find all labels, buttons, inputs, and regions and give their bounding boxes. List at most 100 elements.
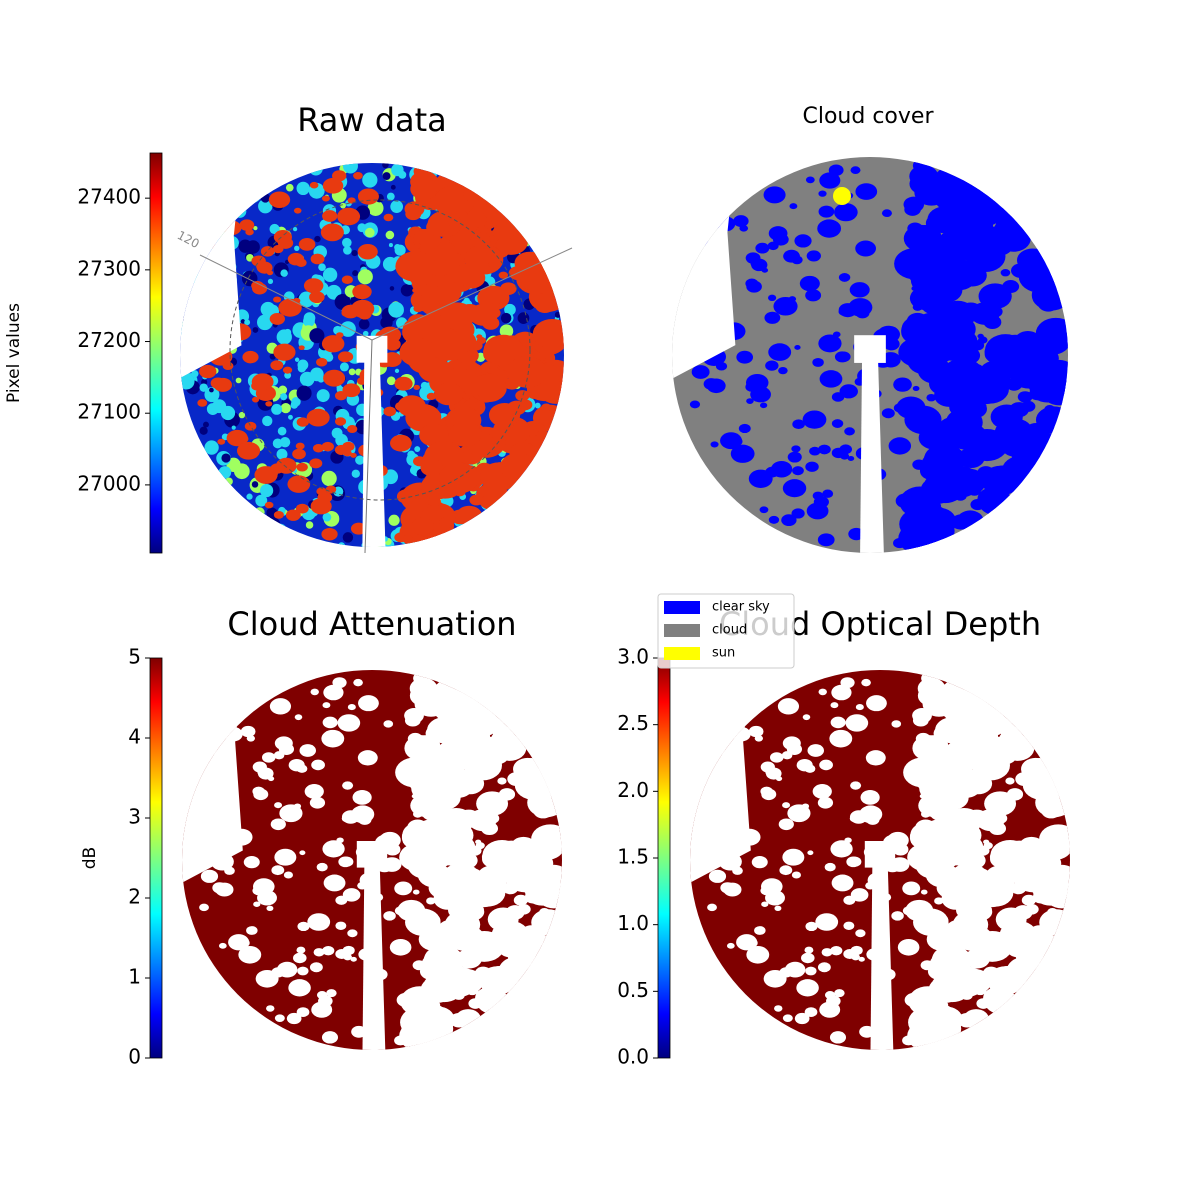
sky-texture: [782, 802, 791, 809]
sky-texture: [233, 463, 250, 480]
sky-texture: [400, 1016, 411, 1024]
sky-texture: [321, 1031, 339, 1044]
sky-texture: [817, 219, 842, 238]
sky-texture: [411, 1021, 434, 1039]
sky-texture: [902, 540, 913, 549]
sky-texture: [825, 378, 838, 388]
sky-texture: [261, 752, 276, 763]
sky-texture: [384, 338, 401, 351]
sky-texture: [395, 757, 435, 788]
colorbar-tick-label: 27300: [77, 256, 141, 280]
sky-texture: [438, 1020, 452, 1031]
sky-texture: [920, 889, 928, 895]
sky-texture: [977, 738, 998, 755]
sky-texture: [1041, 803, 1062, 819]
sky-texture: [830, 702, 839, 709]
sky-texture: [782, 1014, 793, 1023]
sky-texture: [470, 232, 491, 249]
sky-texture: [180, 285, 190, 295]
sky-texture: [865, 750, 886, 766]
sky-texture: [348, 368, 356, 376]
sky-texture: [929, 277, 963, 303]
sky-texture: [244, 421, 257, 431]
sky-texture: [204, 470, 218, 484]
sky-texture: [218, 466, 232, 479]
sky-texture: [556, 460, 564, 474]
sky-texture: [479, 187, 487, 195]
sky-texture: [286, 1012, 302, 1025]
sky-texture: [322, 512, 332, 522]
sky-texture: [260, 301, 276, 317]
sky-texture: [458, 540, 470, 547]
sky-texture: [316, 357, 328, 367]
sky-texture: [994, 219, 1017, 237]
sky-texture: [929, 333, 965, 361]
sky-texture: [343, 449, 352, 457]
sky-texture: [703, 378, 719, 390]
sky-texture: [412, 288, 419, 293]
sky-texture: [321, 441, 334, 452]
sky-texture: [806, 502, 829, 520]
sky-texture: [352, 790, 372, 805]
sky-texture: [1044, 405, 1056, 414]
sky-texture: [812, 358, 824, 367]
sky-texture: [920, 810, 931, 818]
sky-image: [690, 670, 1070, 1050]
sky-texture: [326, 989, 337, 998]
sky-texture: [963, 1009, 989, 1029]
sky-texture: [203, 237, 215, 249]
sky-texture: [468, 998, 483, 1009]
sky-texture: [746, 938, 758, 948]
sky-texture: [792, 466, 804, 476]
sky-texture: [283, 871, 293, 879]
sky-texture: [804, 946, 814, 954]
sky-texture: [786, 743, 803, 755]
polar-grid: [229, 199, 531, 501]
sky-texture: [429, 839, 463, 866]
mask-notch: [182, 670, 243, 883]
colorbar-tick-label: 0.0: [617, 1045, 649, 1069]
sky-texture: [420, 458, 443, 477]
sky-texture: [755, 242, 770, 254]
sky-texture: [246, 926, 258, 935]
sky-texture: [533, 516, 545, 528]
sky-texture: [255, 494, 268, 507]
sky-texture: [1025, 904, 1039, 915]
sky-texture: [902, 881, 921, 896]
sky-texture: [908, 1016, 919, 1024]
sky-texture: [487, 289, 506, 305]
sky-texture: [539, 908, 550, 916]
colorbar-tick-label: 27200: [77, 328, 141, 352]
sky-texture: [855, 183, 878, 200]
sky-texture: [273, 343, 296, 361]
sky-texture: [282, 366, 293, 374]
sky-texture: [296, 417, 309, 427]
sky-texture: [205, 507, 214, 516]
sky-texture: [707, 903, 717, 912]
sky-texture: [926, 393, 937, 402]
sky-texture: [505, 538, 515, 547]
mask-notch: [690, 670, 751, 883]
sky-texture: [335, 921, 347, 930]
sky-texture: [831, 684, 852, 701]
sky-texture: [807, 744, 824, 757]
sky-texture: [351, 249, 358, 257]
sky-texture: [311, 1001, 333, 1018]
sky-texture: [531, 824, 562, 854]
sky-texture: [353, 172, 363, 180]
sky-texture: [782, 479, 807, 498]
legend-swatch: [664, 601, 700, 614]
sky-texture: [403, 534, 413, 543]
sky-texture: [298, 345, 305, 351]
sky-texture: [253, 523, 261, 532]
sky-texture: [476, 334, 483, 340]
sky-texture: [933, 724, 958, 743]
sky-texture: [299, 850, 306, 856]
sky-texture: [973, 301, 1000, 322]
sky-texture: [774, 303, 785, 312]
sky-texture: [933, 791, 950, 805]
sky-texture: [768, 343, 792, 361]
sky-texture: [245, 173, 255, 183]
sky-texture: [557, 192, 564, 206]
sky-texture: [411, 517, 435, 536]
